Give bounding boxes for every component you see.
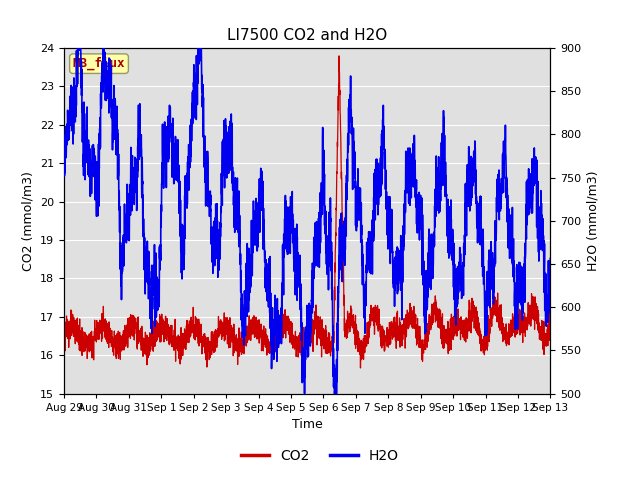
X-axis label: Time: Time: [292, 418, 323, 431]
Y-axis label: H2O (mmol/m3): H2O (mmol/m3): [587, 170, 600, 271]
Y-axis label: CO2 (mmol/m3): CO2 (mmol/m3): [22, 171, 35, 271]
Legend: CO2, H2O: CO2, H2O: [236, 443, 404, 468]
Text: MB_flux: MB_flux: [73, 57, 125, 71]
Title: LI7500 CO2 and H2O: LI7500 CO2 and H2O: [227, 28, 387, 43]
